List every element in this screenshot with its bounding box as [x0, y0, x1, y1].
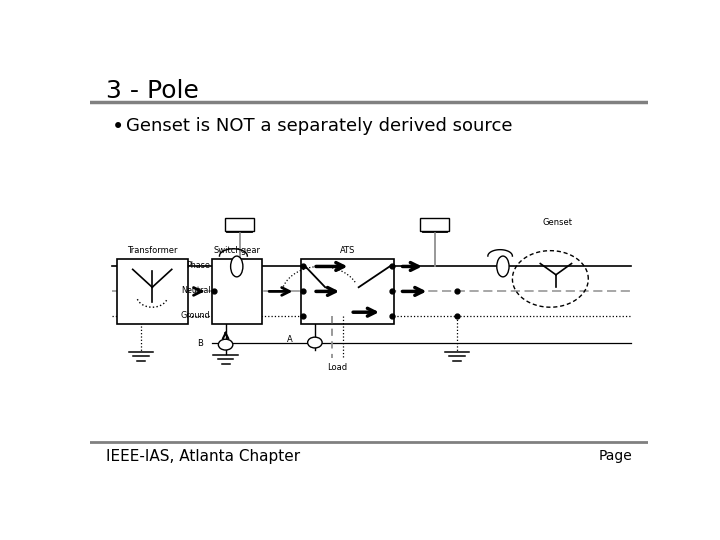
Text: 3 - Pole: 3 - Pole — [106, 79, 199, 103]
Bar — [212, 259, 262, 324]
Text: Genset: Genset — [542, 218, 572, 227]
Text: Phase: Phase — [186, 261, 210, 269]
Text: •: • — [112, 117, 125, 137]
Bar — [225, 218, 254, 231]
Ellipse shape — [230, 256, 243, 277]
Text: GF: GF — [234, 220, 246, 229]
Text: Switchgear: Switchgear — [213, 246, 260, 255]
Text: Page: Page — [598, 449, 632, 463]
Circle shape — [307, 337, 322, 348]
Ellipse shape — [497, 256, 509, 277]
Text: Neutral: Neutral — [181, 286, 210, 295]
Text: GF: GF — [429, 220, 441, 229]
Text: IEEE-IAS, Atlanta Chapter: IEEE-IAS, Atlanta Chapter — [106, 449, 300, 464]
Text: B: B — [197, 339, 203, 348]
Text: Transformer: Transformer — [127, 246, 177, 255]
Text: Ground: Ground — [181, 310, 210, 320]
Bar — [117, 259, 188, 324]
Bar — [301, 259, 394, 324]
Text: A: A — [287, 335, 292, 344]
Text: ATS: ATS — [340, 246, 355, 255]
Text: Genset is NOT a separately derived source: Genset is NOT a separately derived sourc… — [126, 117, 513, 135]
Text: Load: Load — [327, 363, 347, 372]
Circle shape — [218, 339, 233, 350]
Bar — [420, 218, 449, 231]
